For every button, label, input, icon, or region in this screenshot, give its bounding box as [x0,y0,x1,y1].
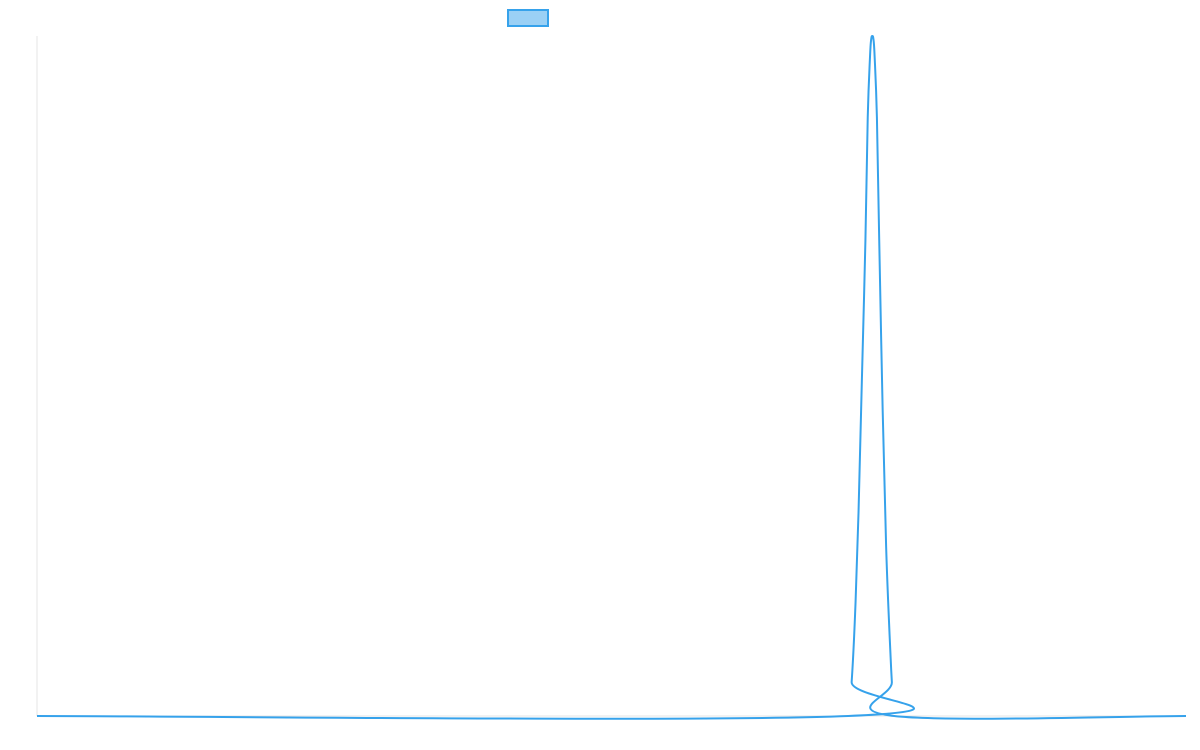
axes [36,36,1186,717]
legend[interactable] [507,9,549,27]
legend-swatch[interactable] [507,9,549,27]
series-line [36,34,1187,720]
series-layer [36,34,1187,720]
